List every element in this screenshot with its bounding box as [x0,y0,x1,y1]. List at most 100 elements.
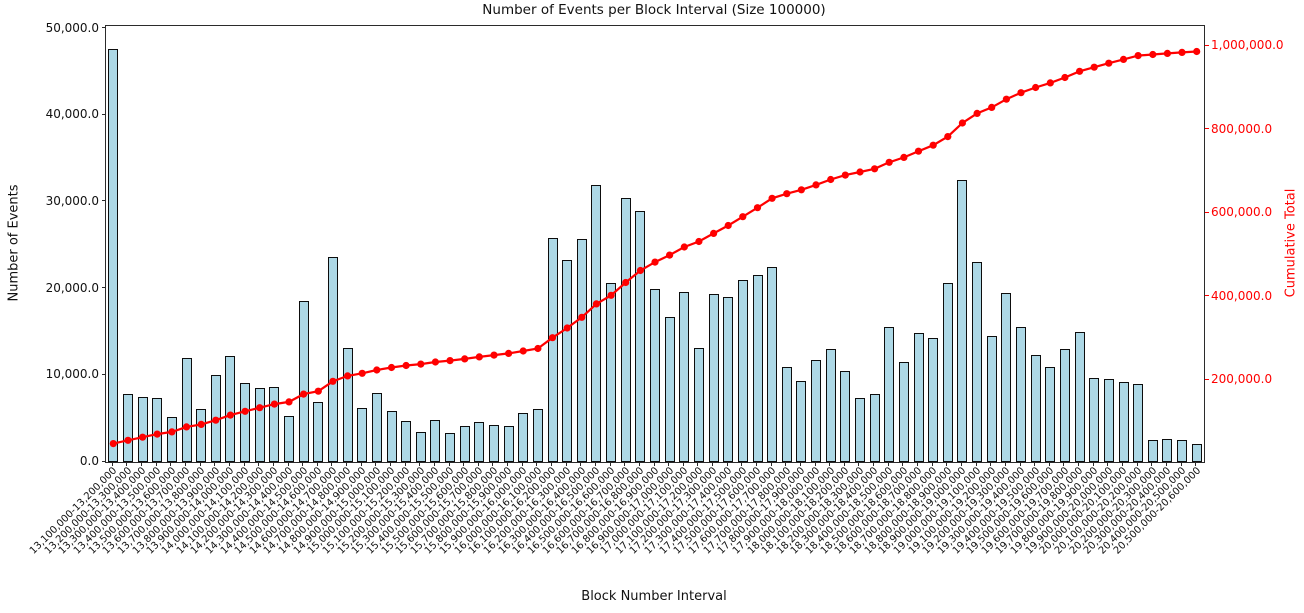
bar [123,393,133,462]
y-tick-label-right: 800,000.0 [1211,121,1273,136]
cumulative-point [973,109,981,117]
bar [942,282,953,462]
bar [1001,293,1012,462]
x-tick [1034,462,1036,466]
x-tick [1136,462,1138,466]
x-tick [419,462,421,466]
cumulative-point [1119,55,1128,63]
x-tick [917,462,919,466]
y-tick-label-right: 1,000,000.0 [1211,38,1284,53]
x-tick [697,462,699,466]
bar [342,348,353,462]
x-tick [1121,462,1123,466]
bar [1074,332,1085,462]
bar [650,288,660,462]
bar [723,297,734,462]
cumulative-point [182,423,191,431]
x-tick [946,462,948,466]
y-tick-right [1205,378,1209,380]
x-tick [272,462,274,466]
x-tick [873,462,875,466]
x-tick [609,462,611,466]
x-tick [507,462,509,466]
cumulative-point [402,361,410,370]
cumulative-point [944,133,952,141]
x-tick [433,462,435,466]
y-tick-label-right: 200,000.0 [1211,372,1273,387]
x-tick [887,462,889,466]
cumulative-point [797,186,806,194]
cumulative-point [1061,73,1069,82]
bar [196,409,207,462]
cumulative-point [900,153,908,161]
cumulative-point [241,407,249,415]
x-tick [126,462,128,466]
bar [620,197,631,462]
y-tick-right [1205,44,1209,46]
cumulative-point [914,147,923,155]
x-tick [258,462,260,466]
bar [401,421,412,462]
bar [1030,354,1041,462]
bar [693,348,704,462]
x-tick [287,462,289,466]
bar [781,366,792,462]
bar [811,359,821,462]
x-tick [346,462,348,466]
cumulative-point [1105,59,1113,67]
y-tick-left [101,113,105,115]
bar [752,274,763,462]
bar [1059,349,1070,462]
cumulative-point [1090,63,1098,71]
cumulative-point [153,430,161,438]
cumulative-point [1163,49,1171,57]
cumulative-point [314,387,322,395]
cumulative-point [139,433,147,441]
bar [869,394,880,462]
x-tick [463,462,465,466]
cumulative-point [1076,67,1084,75]
cumulative-point [285,398,293,406]
y-tick-label-left: 40,000.0 [45,107,99,122]
x-tick [960,462,962,466]
cumulative-point [592,300,600,308]
x-tick [316,462,318,466]
bar [108,48,119,462]
chart-title: Number of Events per Block Interval (Siz… [482,2,826,18]
cumulative-point [446,357,454,365]
x-tick [858,462,860,466]
cumulative-point [168,428,176,436]
y-tick-left [101,200,105,202]
cumulative-point [1178,48,1186,56]
bar [489,424,499,462]
bar [284,416,294,462]
x-tick [536,462,538,466]
x-tick [902,462,904,466]
x-tick [185,462,187,466]
bar [1045,366,1056,462]
bar [928,338,939,462]
x-axis-label: Block Number Interval [581,589,727,604]
cumulative-point [256,404,264,412]
bar [1177,440,1187,462]
x-tick [1092,462,1094,466]
bar [562,260,573,462]
x-tick [1180,462,1182,466]
bar [1147,439,1158,462]
cumulative-point [871,165,879,173]
y-tick-left [101,287,105,289]
bar [898,361,909,462]
cumulative-point [1134,52,1142,60]
cumulative-point [1149,50,1157,59]
cumulative-point [1193,47,1201,56]
cumulative-point [578,313,586,321]
cumulative-point [109,440,117,448]
x-tick [228,462,230,466]
x-tick [448,462,450,466]
x-tick [375,462,377,466]
bar [1191,443,1202,462]
cumulative-point [695,237,703,246]
y-tick-left [101,373,105,375]
bar [503,425,514,462]
